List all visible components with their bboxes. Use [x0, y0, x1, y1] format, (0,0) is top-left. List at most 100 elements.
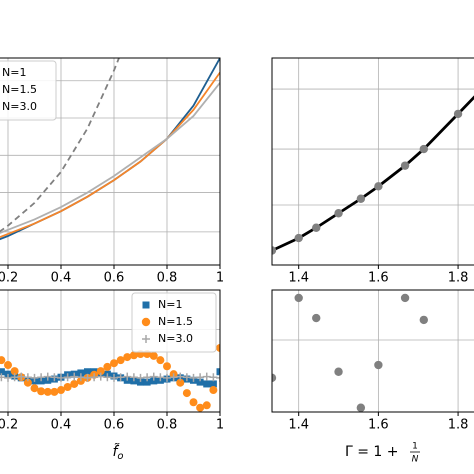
circle-marker: [57, 386, 65, 395]
circle-marker: [294, 293, 303, 303]
circle-marker: [419, 315, 429, 325]
circle-marker: [334, 367, 343, 376]
data-line: [272, 95, 474, 252]
plot-area: [272, 58, 474, 265]
panel: 0.2 0.4 0.6 0.8 1 N=1 N=1.5 N=3.0 f̃o: [0, 289, 224, 462]
circle-marker: [374, 360, 383, 370]
square-marker: [196, 378, 204, 386]
square-marker: [209, 380, 217, 388]
panel: 0.2 0.4 0.6 0.8 1 N=1 N=1.5 N=3.0: [0, 57, 224, 286]
circle-marker: [334, 209, 343, 218]
square-marker: [84, 368, 91, 376]
axes-frame: [271, 289, 474, 413]
x-tick-label: 0.8: [157, 271, 178, 286]
x-axis-label: f̃o: [112, 443, 123, 462]
square-marker: [203, 380, 211, 388]
x-tick-label: 0.2: [0, 271, 18, 286]
circle-marker: [37, 387, 46, 396]
circle-marker: [149, 351, 158, 360]
square-marker: [77, 369, 85, 377]
circle-marker: [0, 356, 6, 365]
circle-marker: [356, 194, 366, 203]
circle-marker: [419, 144, 429, 154]
legend-label: N=1: [158, 298, 182, 311]
x-tick-label: 0.6: [104, 271, 125, 286]
axes-frame: [0, 289, 221, 413]
axes-frame: [271, 57, 474, 266]
x-label-main: f̃: [112, 443, 120, 460]
panel: 1.4 1.6 1.8: [271, 57, 474, 286]
x-tick-label: 1.6: [368, 418, 389, 433]
plot-area: [0, 58, 220, 265]
circle-marker: [182, 389, 191, 398]
plus-marker: [216, 373, 220, 382]
circle-marker: [116, 356, 125, 365]
circle-marker: [400, 161, 410, 170]
circle-marker: [356, 403, 366, 412]
circle-marker: [4, 361, 12, 370]
x-tick-label: 0.6: [104, 418, 125, 433]
circle-marker: [312, 223, 321, 232]
circle-marker: [196, 403, 205, 412]
circle-marker: [103, 362, 112, 371]
square-marker: [150, 377, 158, 385]
plot-area: [272, 290, 474, 412]
circle-marker: [129, 351, 138, 360]
circle-marker: [110, 359, 118, 368]
circle-marker: [10, 367, 19, 376]
x-tick-label: 1: [216, 418, 224, 433]
circle-marker: [63, 382, 72, 391]
x-tick-label: 0.4: [51, 271, 72, 286]
circle-marker: [156, 356, 165, 365]
circle-marker: [43, 387, 52, 396]
circle-marker: [23, 378, 32, 387]
legend-box: [131, 292, 217, 353]
square-marker: [216, 368, 220, 376]
legend-label: N=3.0: [158, 332, 193, 345]
circle-marker: [400, 293, 410, 303]
circle-marker: [96, 367, 105, 376]
circle-marker: [209, 386, 218, 395]
circle-marker: [272, 373, 277, 383]
circle-marker: [123, 353, 132, 362]
x-tick-label: 1: [216, 271, 224, 286]
data-line: [0, 82, 220, 234]
legend-marker: [142, 335, 150, 343]
data-line: [0, 71, 220, 239]
plot-area: [0, 290, 220, 412]
circle-marker: [453, 109, 463, 119]
legend-box: [0, 60, 57, 121]
circle-marker: [30, 384, 39, 393]
circle-marker: [50, 387, 59, 396]
x-tick-label: 1.8: [448, 271, 469, 286]
circle-marker: [216, 343, 220, 352]
data-line: [0, 58, 120, 233]
x-label-den: N: [412, 455, 419, 465]
circle-marker: [176, 378, 185, 387]
square-marker: [0, 368, 5, 376]
x-tick-label: 0.2: [0, 418, 18, 433]
circle-marker: [202, 401, 211, 410]
circle-marker: [70, 379, 79, 388]
x-axis-label: Γ = 1 +: [345, 444, 399, 460]
legend-marker: [142, 301, 150, 309]
x-tick-label: 1.8: [448, 418, 469, 433]
square-marker: [143, 378, 151, 386]
legend-label: N=1.5: [158, 315, 193, 328]
legend-label: N=1: [2, 66, 26, 79]
circle-marker: [163, 362, 171, 371]
legend-label: N=1.5: [2, 83, 37, 96]
x-label-sub: o: [117, 451, 123, 462]
x-tick-label: 1.6: [368, 271, 389, 286]
x-tick-label: 0.8: [157, 418, 178, 433]
legend-marker: [141, 317, 151, 327]
panel: 1.4 1.6 1.8 Γ = 1 + 1 N: [271, 289, 474, 465]
x-tick-label: 0.4: [51, 418, 72, 433]
circle-marker: [189, 398, 198, 407]
circle-marker: [272, 246, 277, 255]
square-marker: [137, 378, 144, 386]
x-tick-label: 1.4: [288, 418, 309, 433]
x-label-num: 1: [412, 442, 418, 452]
